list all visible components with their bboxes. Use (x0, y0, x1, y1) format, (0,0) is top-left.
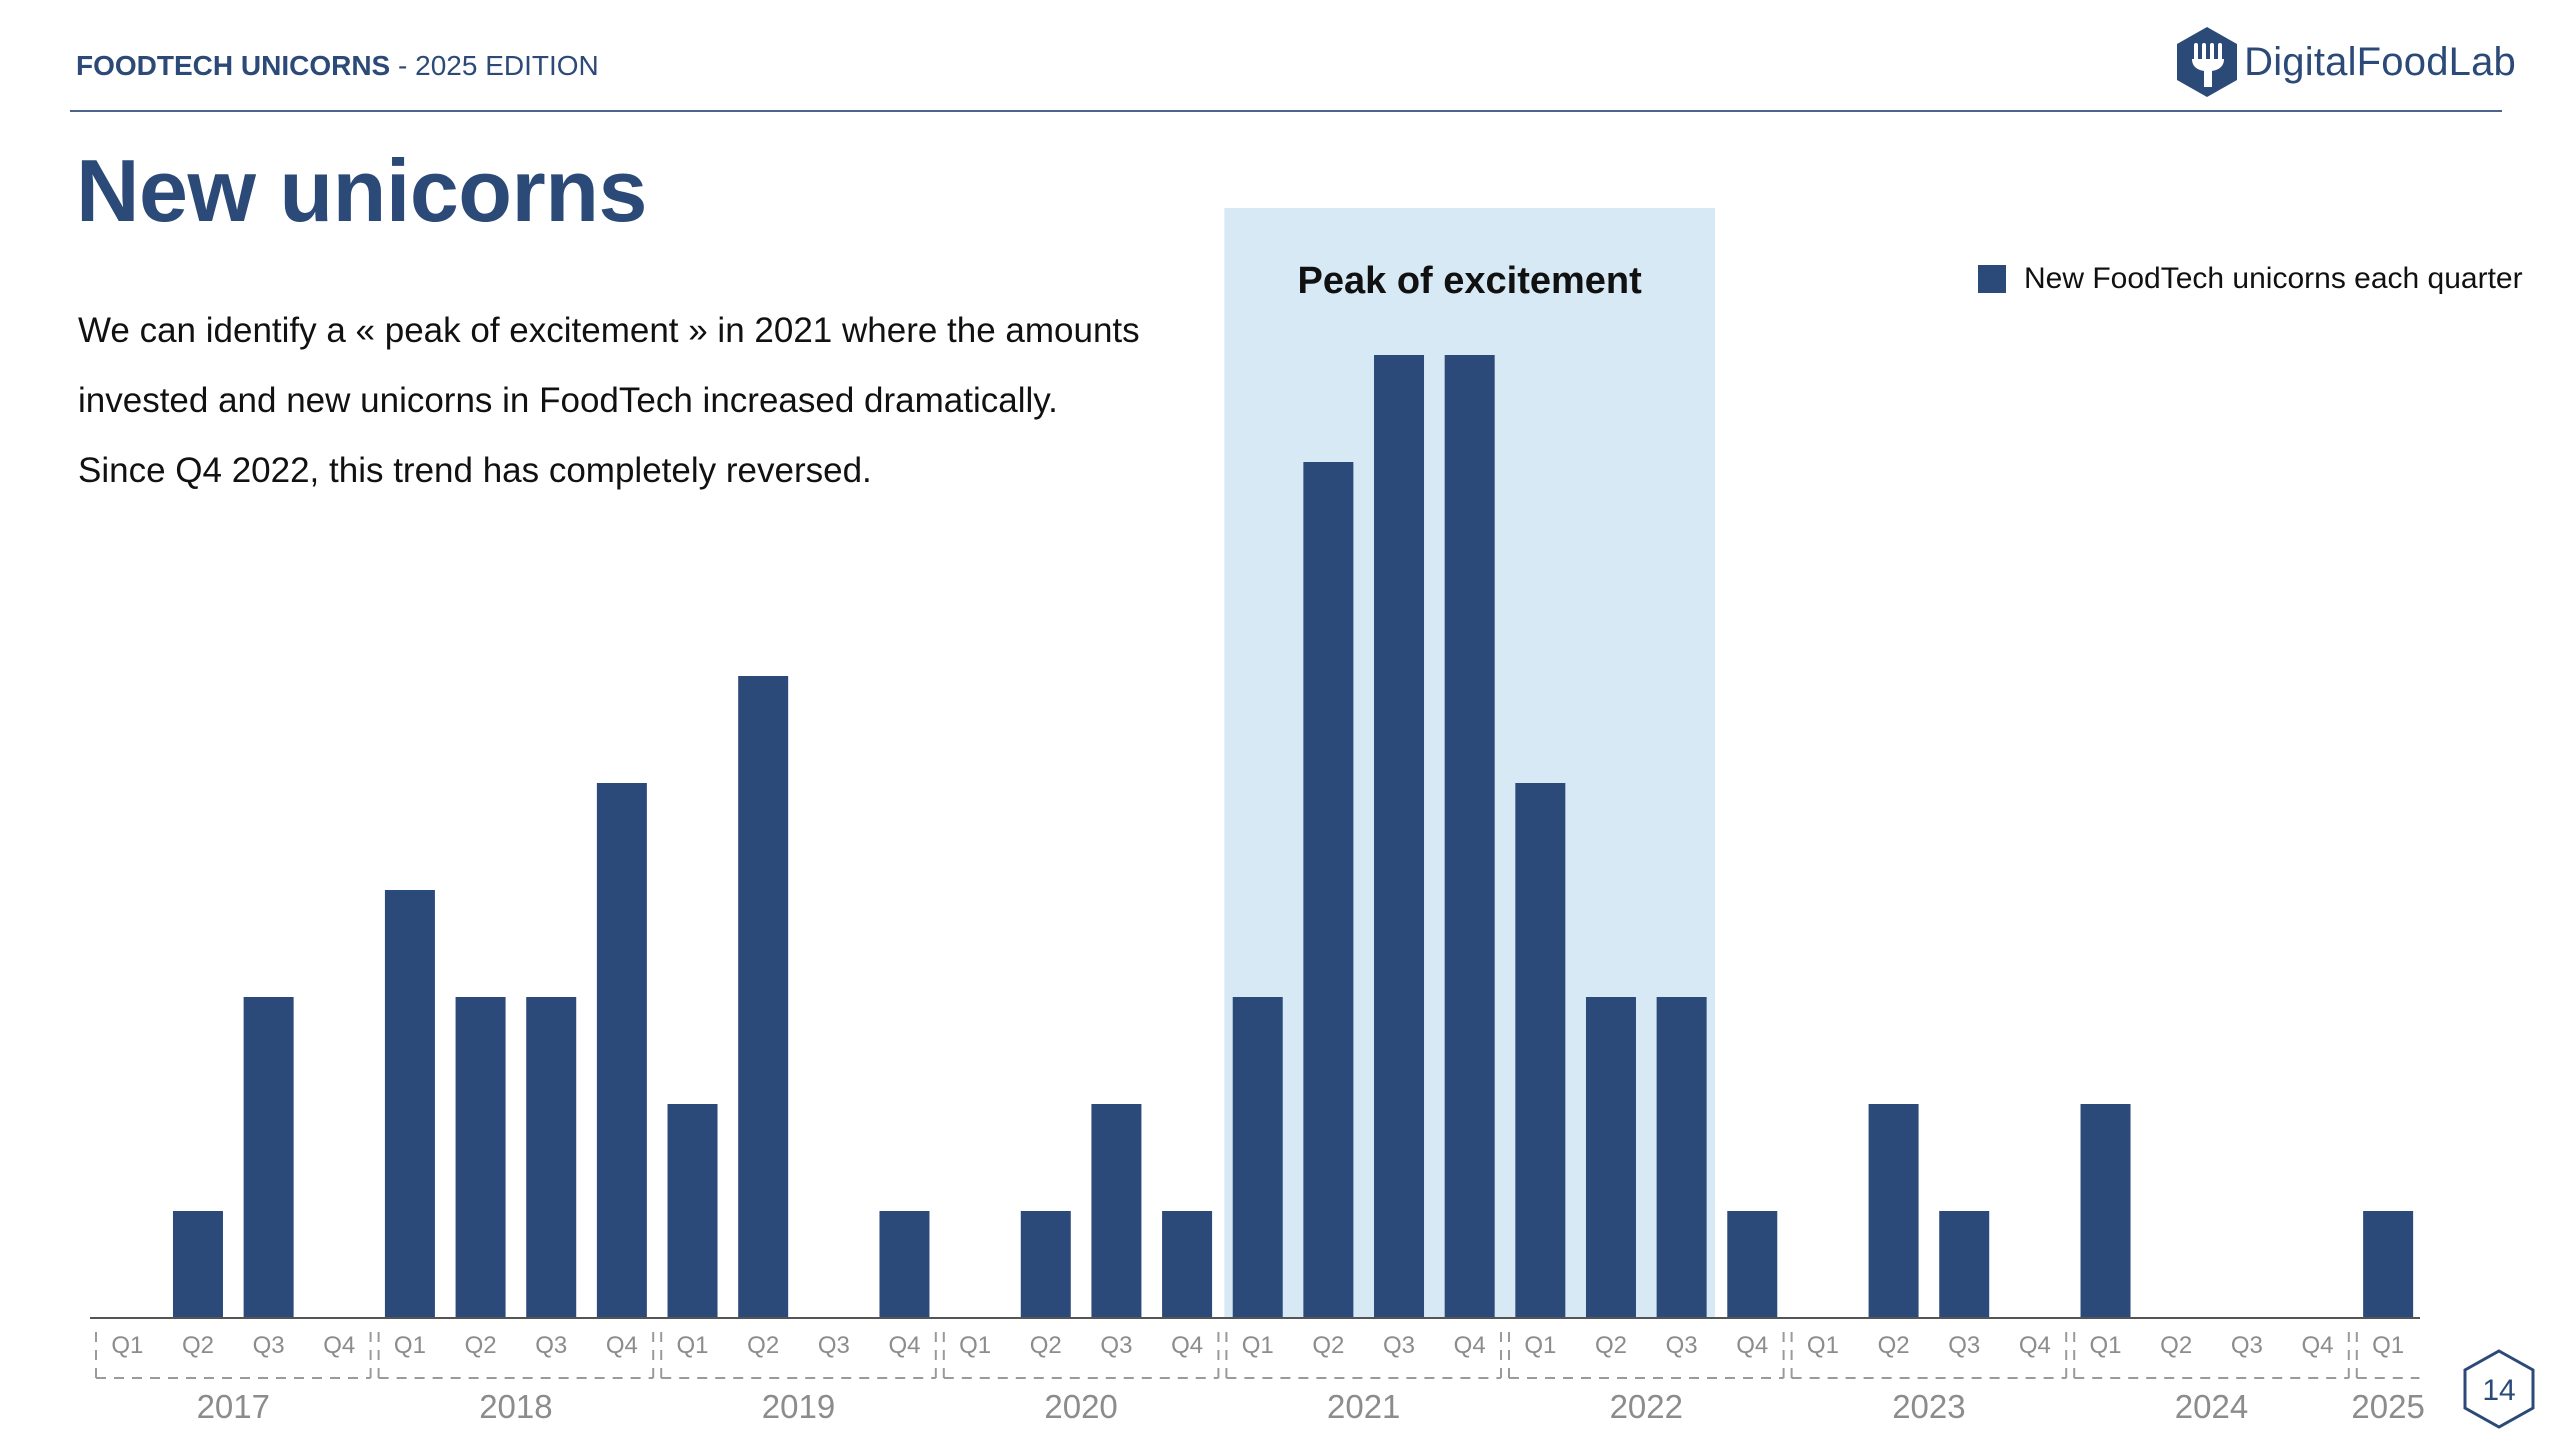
legend-label: New FoodTech unicorns each quarter (2024, 262, 2523, 295)
quarter-tick-label: Q1 (1524, 1332, 1556, 1359)
bar (243, 997, 294, 1318)
year-label: 2022 (1610, 1388, 1683, 1425)
quarter-tick-label: Q3 (253, 1332, 285, 1359)
bar (526, 997, 577, 1318)
quarter-tick-label: Q3 (818, 1332, 850, 1359)
quarter-tick-label: Q1 (1242, 1332, 1274, 1359)
bar (1515, 783, 1566, 1318)
bar (596, 783, 647, 1318)
year-label: 2025 (2351, 1388, 2424, 1425)
bar (667, 1104, 718, 1318)
quarter-tick-label: Q1 (111, 1332, 143, 1359)
quarter-tick-label: Q2 (1030, 1332, 1062, 1359)
quarter-tick-label: Q2 (1312, 1332, 1344, 1359)
bar (172, 1211, 223, 1318)
quarter-tick-label: Q3 (535, 1332, 567, 1359)
year-label: 2024 (2175, 1388, 2248, 1425)
report-title: FOODTECH UNICORNS - 2025 EDITION (76, 50, 599, 82)
quarter-tick-label: Q4 (1454, 1332, 1486, 1359)
quarter-tick-label: Q1 (394, 1332, 426, 1359)
quarter-tick-label: Q3 (1948, 1332, 1980, 1359)
page-title: New unicorns (76, 141, 647, 240)
quarter-tick-label: Q4 (1171, 1332, 1203, 1359)
year-label: 2021 (1327, 1388, 1400, 1425)
brand-logo[interactable]: DigitalFoodLab (2174, 24, 2516, 100)
page-header: FOODTECH UNICORNS - 2025 EDITION Digital… (76, 27, 2516, 112)
quarter-tick-label: Q4 (1736, 1332, 1768, 1359)
brand-name: DigitalFoodLab (2244, 39, 2516, 84)
quarter-tick-label: Q2 (1595, 1332, 1627, 1359)
quarter-tick-label: Q1 (677, 1332, 709, 1359)
bar (1939, 1211, 1990, 1318)
quarter-tick-label: Q2 (182, 1332, 214, 1359)
bar (879, 1211, 930, 1318)
bar (1585, 997, 1636, 1318)
quarter-tick-label: Q1 (2372, 1332, 2404, 1359)
bar (1020, 1211, 1071, 1318)
fork-hexagon-icon (2177, 27, 2238, 97)
bar (1091, 1104, 1142, 1318)
quarter-tick-label: Q1 (959, 1332, 991, 1359)
description-line: invested and new unicorns in FoodTech in… (78, 381, 1058, 420)
quarter-tick-label: Q3 (1100, 1332, 1132, 1359)
header-divider (70, 110, 2502, 112)
year-label: 2018 (479, 1388, 552, 1425)
quarter-tick-label: Q1 (1807, 1332, 1839, 1359)
bar (1727, 1211, 1778, 1318)
quarter-tick-label: Q4 (888, 1332, 920, 1359)
year-label: 2017 (197, 1388, 270, 1425)
year-label: 2020 (1044, 1388, 1117, 1425)
description: We can identify a « peak of excitement »… (78, 296, 1238, 506)
quarter-tick-label: Q3 (1383, 1332, 1415, 1359)
quarter-tick-label: Q3 (2231, 1332, 2263, 1359)
bar (1303, 462, 1354, 1318)
quarter-tick-label: Q2 (465, 1332, 497, 1359)
bar (384, 890, 435, 1318)
bar (2363, 1211, 2414, 1318)
legend-swatch (1978, 265, 2006, 293)
quarter-tick-label: Q2 (747, 1332, 779, 1359)
title-separator: - (390, 50, 416, 81)
page-number: 14 (2482, 1374, 2515, 1407)
quarter-tick-label: Q2 (2160, 1332, 2192, 1359)
bar (1374, 355, 1425, 1318)
report-title-bold: FOODTECH UNICORNS (76, 50, 391, 81)
year-label: 2019 (762, 1388, 835, 1425)
quarter-tick-label: Q1 (2090, 1332, 2122, 1359)
quarter-tick-label: Q4 (2301, 1332, 2333, 1359)
bar (1232, 997, 1283, 1318)
year-label: 2023 (1892, 1388, 1965, 1425)
edition-label: 2025 EDITION (415, 50, 599, 81)
quarter-tick-label: Q4 (2019, 1332, 2051, 1359)
description-line: Since Q4 2022, this trend has completely… (78, 451, 872, 490)
bar (1868, 1104, 1919, 1318)
bar (1444, 355, 1495, 1318)
annotation-label: Peak of excitement (1298, 260, 1643, 302)
page-number-badge: 14 (2463, 1349, 2535, 1429)
quarter-tick-label: Q2 (1878, 1332, 1910, 1359)
chart-legend: New FoodTech unicorns each quarter (1978, 262, 2523, 296)
quarter-tick-label: Q4 (323, 1332, 355, 1359)
bar (738, 676, 789, 1318)
bar (1656, 997, 1707, 1318)
bar (1162, 1211, 1213, 1318)
quarter-tick-label: Q3 (1666, 1332, 1698, 1359)
quarter-tick-label: Q4 (606, 1332, 638, 1359)
description-line: We can identify a « peak of excitement »… (78, 311, 1140, 350)
bar (455, 997, 506, 1318)
bar (2080, 1104, 2131, 1318)
